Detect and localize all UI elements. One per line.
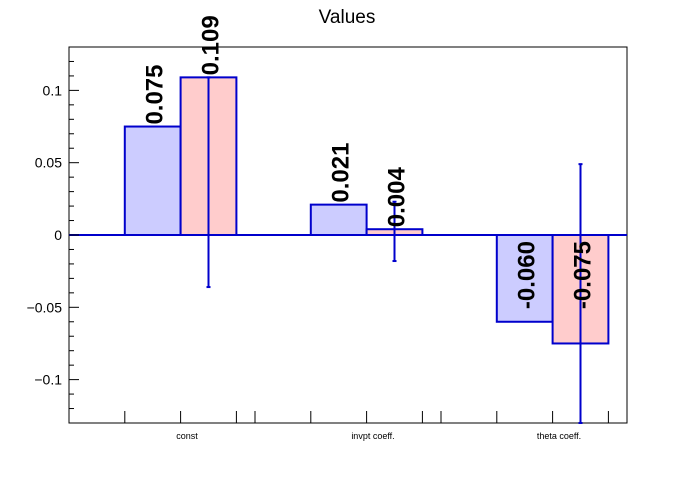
data-label: -0.060 [514, 241, 541, 309]
y-tick-label: −0.05 [27, 299, 63, 315]
x-category-label: const [176, 431, 198, 441]
y-tick-label: 0 [54, 227, 62, 243]
y-tick-label: −0.1 [34, 372, 62, 388]
bar-series1-const [123, 125, 182, 236]
bar-series1-invpt-coeff- [309, 203, 368, 236]
bar-series1-theta-coeff- [495, 234, 554, 323]
data-label: 0.004 [384, 167, 411, 228]
data-label: 0.021 [328, 143, 355, 203]
y-tick-label: 0.05 [35, 155, 62, 171]
data-label: 0.075 [142, 64, 169, 124]
data-label: 0.109 [198, 15, 225, 75]
x-category-label: invpt coeff. [351, 431, 394, 441]
x-category-label: theta coeff. [537, 431, 581, 441]
y-tick-label: 0.1 [43, 82, 63, 98]
data-label: -0.075 [570, 241, 597, 309]
chart-title: Values [319, 7, 376, 28]
